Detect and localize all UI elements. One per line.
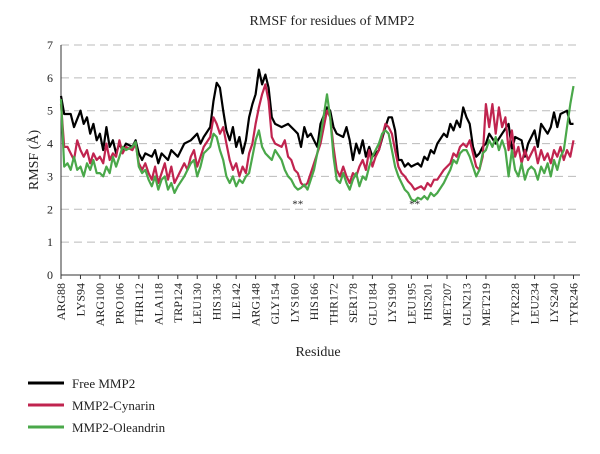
x-tick-LEU234: LEU234 — [528, 283, 542, 324]
y-axis-label: RMSF (Å) — [26, 130, 42, 191]
x-tick-ALA118: ALA118 — [151, 283, 165, 325]
y-tick-6: 6 — [47, 71, 53, 85]
series-line-2 — [59, 85, 575, 203]
x-tick-SER178: SER178 — [346, 283, 360, 323]
chart-title: RMSF for residues of MMP2 — [250, 14, 415, 29]
y-tick-7: 7 — [47, 38, 53, 52]
legend-label-2: MMP2-Oleandrin — [72, 420, 166, 435]
x-tick-LEU130: LEU130 — [190, 283, 204, 324]
x-tick-LYS160: LYS160 — [288, 283, 302, 322]
y-tick-5: 5 — [47, 104, 53, 118]
x-tick-MET219: MET219 — [479, 283, 493, 326]
annotation-0: ** — [292, 199, 303, 211]
legend-label-0: Free MMP2 — [72, 376, 135, 391]
x-tick-THR112: THR112 — [132, 283, 146, 325]
axes — [60, 45, 580, 279]
legend-label-1: MMP2-Cynarin — [72, 398, 156, 413]
legend: Free MMP2 MMP2-Cynarin MMP2-Oleandrin — [28, 376, 166, 435]
x-tick-HIS201: HIS201 — [421, 283, 435, 320]
x-axis-label: Residue — [295, 345, 340, 360]
x-tick-HIS136: HIS136 — [210, 283, 224, 320]
y-tick-1: 1 — [47, 235, 53, 249]
y-tick-2: 2 — [47, 202, 53, 216]
x-tick-HIS166: HIS166 — [307, 283, 321, 320]
x-tick-TYR246: TYR246 — [567, 283, 581, 325]
y-tick-3: 3 — [47, 169, 53, 183]
x-tick-GLY154: GLY154 — [268, 283, 282, 324]
x-tick-ILE142: ILE142 — [229, 283, 243, 320]
x-tick-LEU195: LEU195 — [404, 283, 418, 324]
series-lines — [59, 68, 575, 203]
annotations: ** ** — [292, 199, 420, 211]
x-tick-GLU184: GLU184 — [365, 283, 379, 326]
x-tick-LYS94: LYS94 — [73, 283, 87, 316]
y-tick-4: 4 — [47, 137, 53, 151]
series-line-1 — [59, 83, 575, 191]
y-tick-0: 0 — [47, 268, 53, 282]
x-tick-ARG148: ARG148 — [249, 283, 263, 326]
x-tick-PRO106: PRO106 — [112, 283, 126, 324]
annotation-1: ** — [409, 199, 420, 211]
x-tick-LYS190: LYS190 — [385, 283, 399, 322]
x-tick-TYR228: TYR228 — [508, 283, 522, 325]
x-tick-labels: ARG88 LYS94 ARG100 PRO106 THR112 ALA118 TRP124… — [54, 283, 581, 326]
series-line-0 — [59, 68, 574, 168]
y-tick-labels: 0 1 2 3 4 5 6 7 — [47, 38, 53, 282]
x-tick-GLN213: GLN213 — [459, 283, 473, 326]
x-tick-TRP124: TRP124 — [171, 283, 185, 323]
x-tick-THR172: THR172 — [326, 283, 340, 325]
x-tick-ARG88: ARG88 — [54, 283, 68, 320]
x-tick-ARG100: ARG100 — [93, 283, 107, 326]
x-tick-LYS240: LYS240 — [547, 283, 561, 322]
x-tick-MET207: MET207 — [440, 283, 454, 326]
